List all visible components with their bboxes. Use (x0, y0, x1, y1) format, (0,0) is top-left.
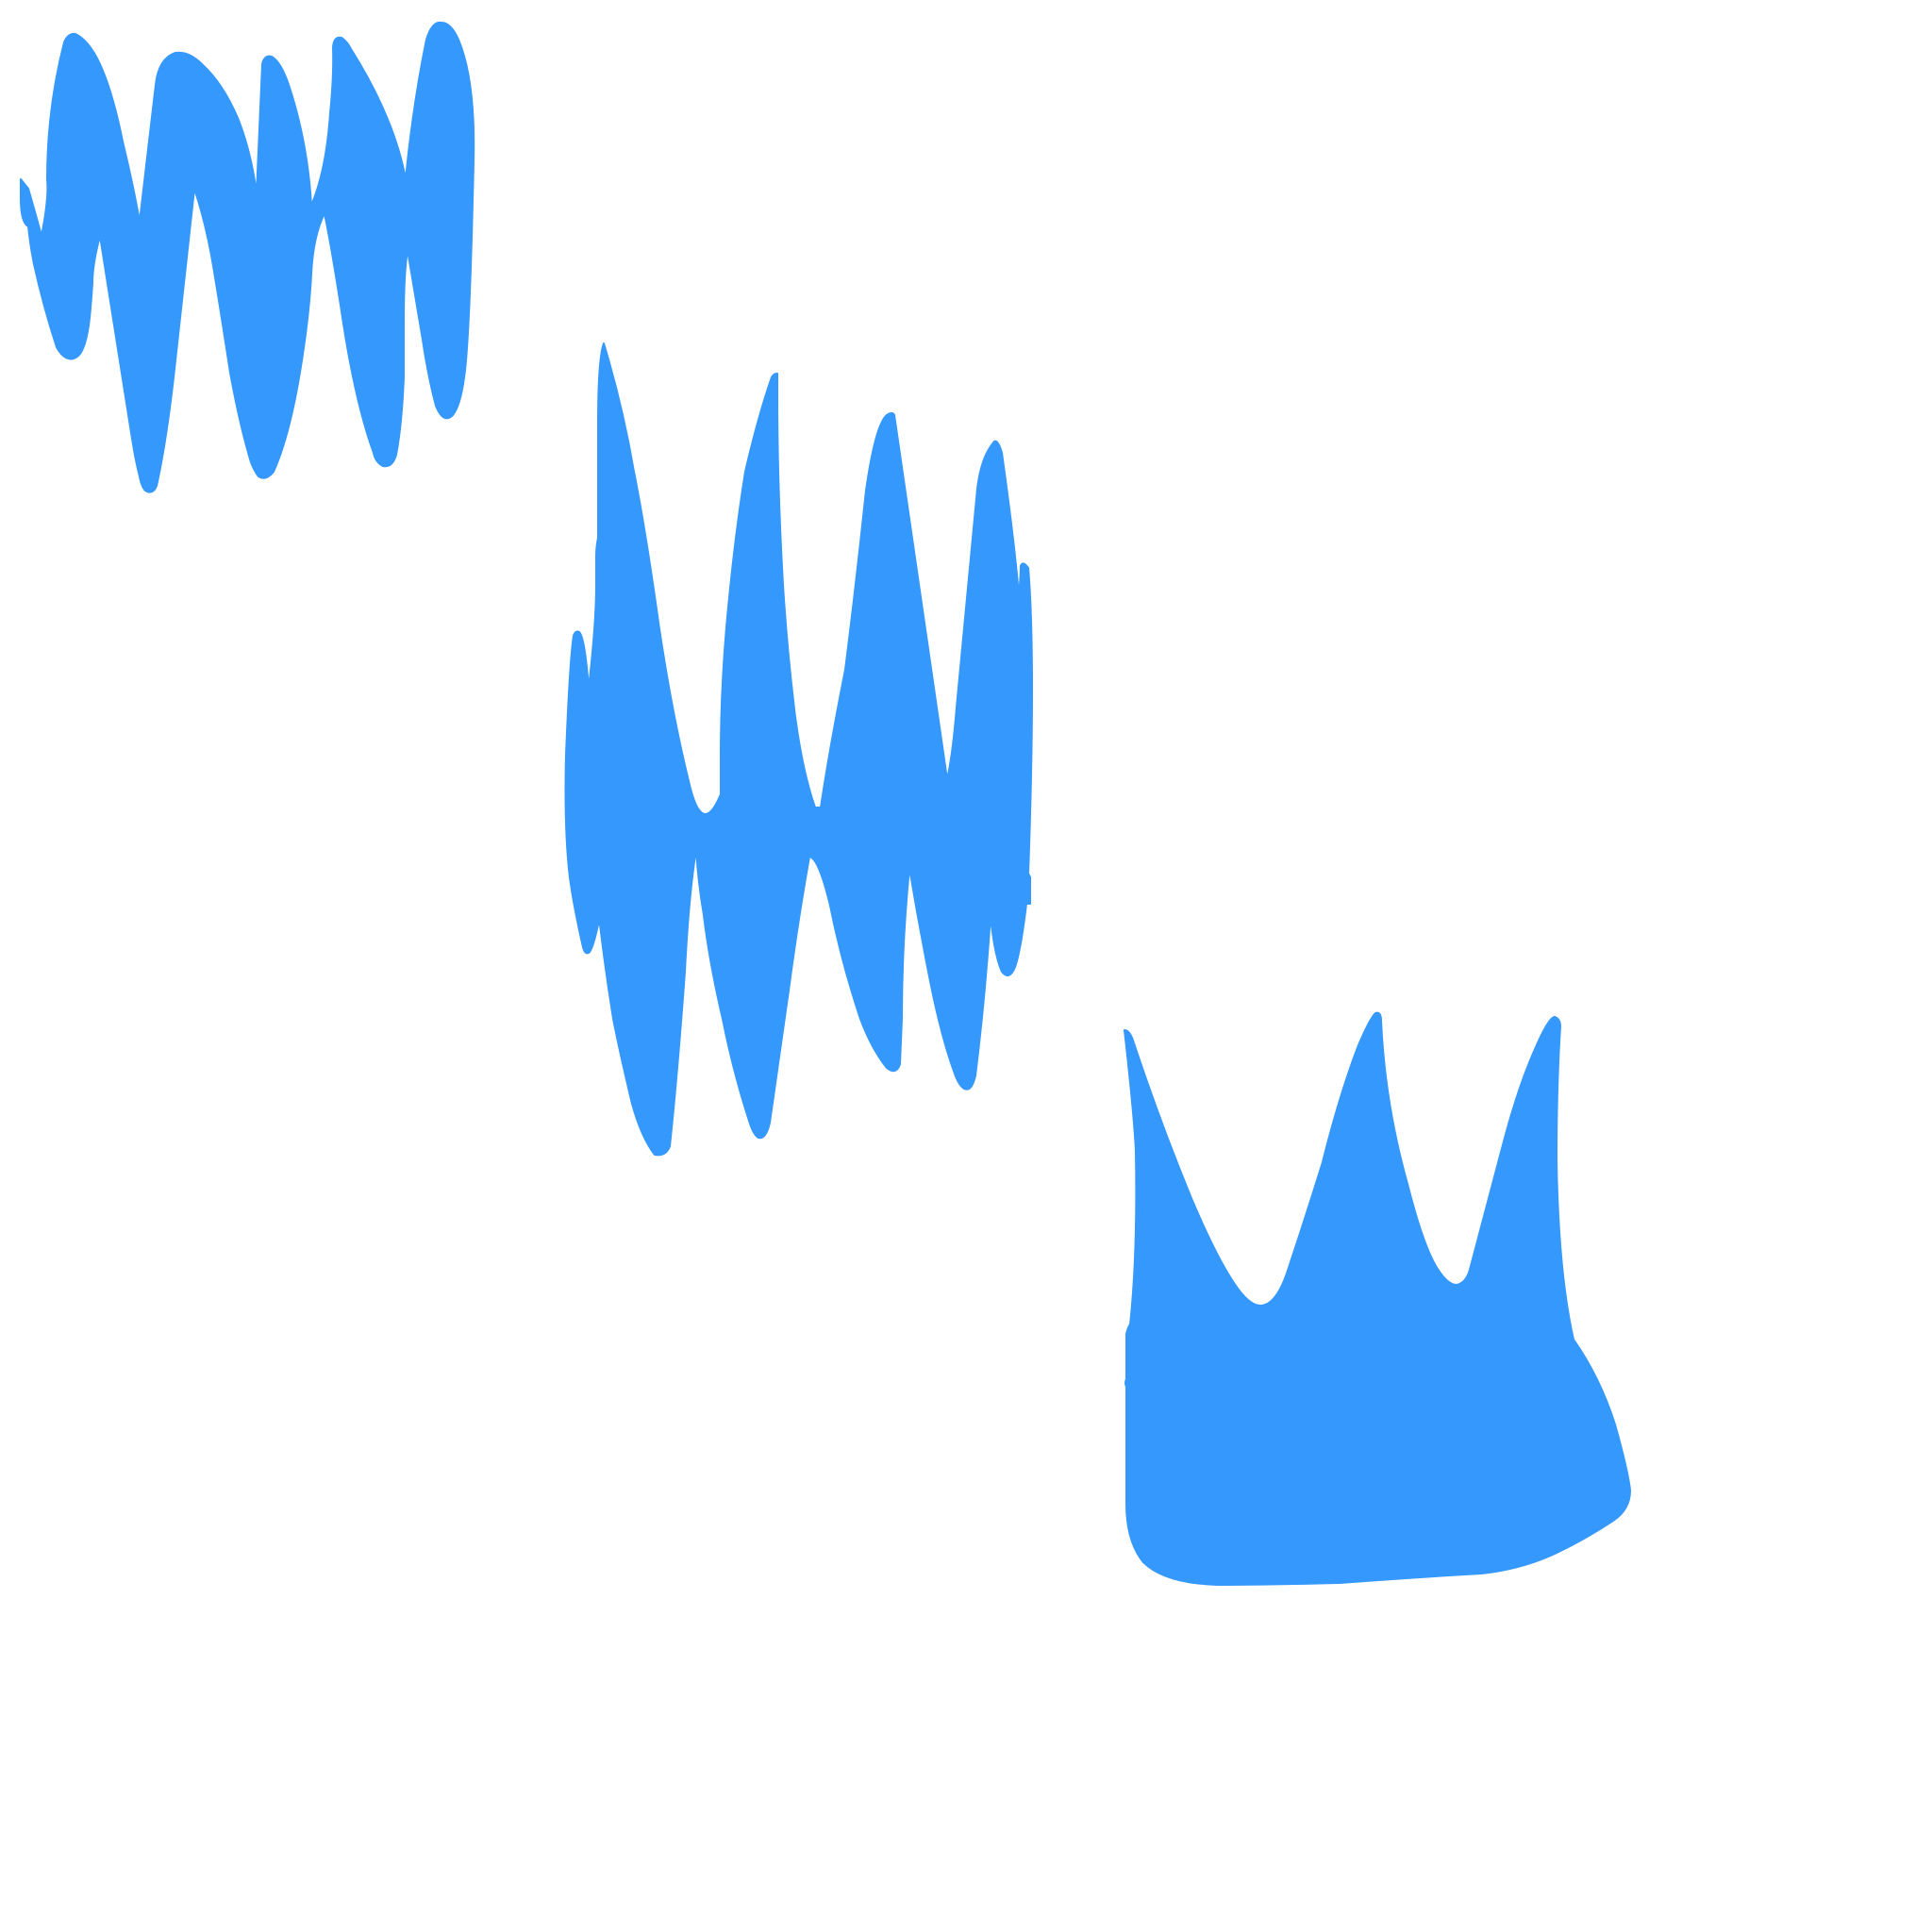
zigzag-scribble-center (564, 342, 1033, 1157)
zigzag-scribble-top-left (20, 21, 475, 493)
crown-shaped-scribble (1124, 1011, 1631, 1586)
